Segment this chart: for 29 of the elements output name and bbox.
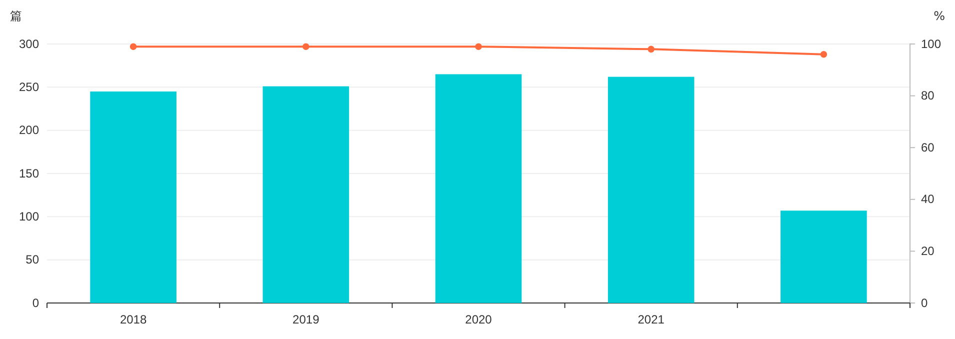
y2-tick-label: 0 (921, 296, 928, 310)
bar (90, 91, 176, 303)
bar (262, 86, 350, 303)
y2-tick-label: 40 (921, 192, 935, 206)
y-tick-label: 250 (18, 80, 40, 94)
x-tick-label: 2021 (638, 312, 665, 327)
x-tick-label: 2018 (120, 312, 147, 327)
bar (435, 74, 522, 303)
bar (780, 210, 867, 303)
point (302, 43, 310, 50)
y-tick-label: 0 (32, 296, 40, 310)
y-tick-label: 300 (18, 36, 40, 51)
y2-tick-label: 60 (921, 140, 935, 154)
y-tick-label: 100 (18, 210, 40, 224)
y2-tick-label: 80 (921, 88, 935, 103)
point (648, 46, 654, 53)
x-tick-label: 2019 (292, 312, 320, 327)
point (130, 43, 137, 50)
bar (608, 76, 694, 303)
x-tick-label: 2020 (465, 312, 492, 327)
y2-tick-label: 100 (921, 36, 942, 51)
y2-axis-title: % (934, 9, 945, 23)
point (475, 43, 482, 50)
y-axis-title: 篇 (10, 9, 22, 23)
y-tick-label: 200 (18, 123, 40, 138)
y-tick-label: 150 (18, 166, 40, 180)
y-tick-label: 50 (26, 252, 40, 267)
y2-tick-label: 20 (921, 244, 935, 258)
point (820, 50, 828, 58)
